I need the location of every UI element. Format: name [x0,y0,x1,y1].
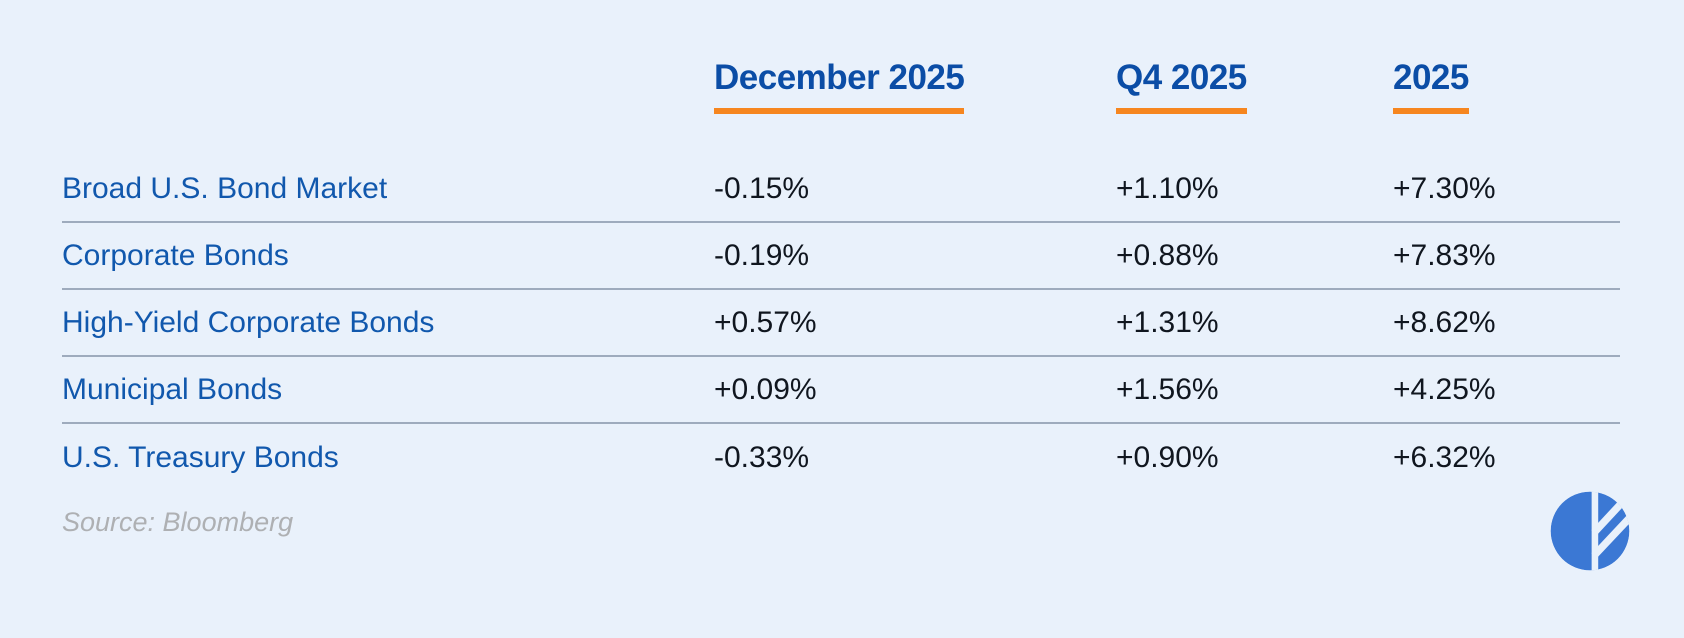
brand-logo-icon [1549,490,1631,572]
table-row: Corporate Bonds -0.19% +0.88% +7.83% [62,223,1620,291]
row-value: +8.62% [1393,305,1496,339]
table-body: Broad U.S. Bond Market -0.15% +1.10% +7.… [62,156,1620,491]
row-value: -0.19% [714,238,810,272]
row-value: +0.90% [1116,440,1219,474]
column-header-label: 2025 [1393,58,1469,115]
table-row: Municipal Bonds +0.09% +1.56% +4.25% [62,357,1620,425]
row-value: +1.31% [1116,305,1219,339]
row-value: +6.32% [1393,440,1496,474]
column-header-label: Q4 2025 [1116,58,1247,115]
row-value: -0.15% [714,171,810,205]
table-row: U.S. Treasury Bonds -0.33% +0.90% +6.32% [62,424,1620,491]
table-container: December 2025 Q4 2025 2025 Broad U.S. Bo… [62,0,1620,538]
table-row: High-Yield Corporate Bonds +0.57% +1.31%… [62,290,1620,358]
table-header-row: December 2025 Q4 2025 2025 [62,0,1620,115]
row-value: +4.25% [1393,372,1496,406]
row-label: Municipal Bonds [62,372,283,406]
row-label: High-Yield Corporate Bonds [62,305,435,339]
row-value: +7.83% [1393,238,1496,272]
column-header-2025: 2025 [1393,58,1620,115]
table-row: Broad U.S. Bond Market -0.15% +1.10% +7.… [62,156,1620,224]
row-label: Corporate Bonds [62,238,289,272]
row-value: +0.88% [1116,238,1219,272]
row-value: -0.33% [714,440,810,474]
column-header-q4-2025: Q4 2025 [1116,58,1393,115]
column-header-december-2025: December 2025 [714,58,1116,115]
row-value: +7.30% [1393,171,1496,205]
row-value: +0.09% [714,372,817,406]
column-header-label: December 2025 [714,58,965,115]
row-value: +1.56% [1116,372,1219,406]
row-label: Broad U.S. Bond Market [62,171,388,205]
row-value: +0.57% [714,305,817,339]
row-label: U.S. Treasury Bonds [62,440,339,474]
row-value: +1.10% [1116,171,1219,205]
source-note: Source: Bloomberg [62,507,294,538]
